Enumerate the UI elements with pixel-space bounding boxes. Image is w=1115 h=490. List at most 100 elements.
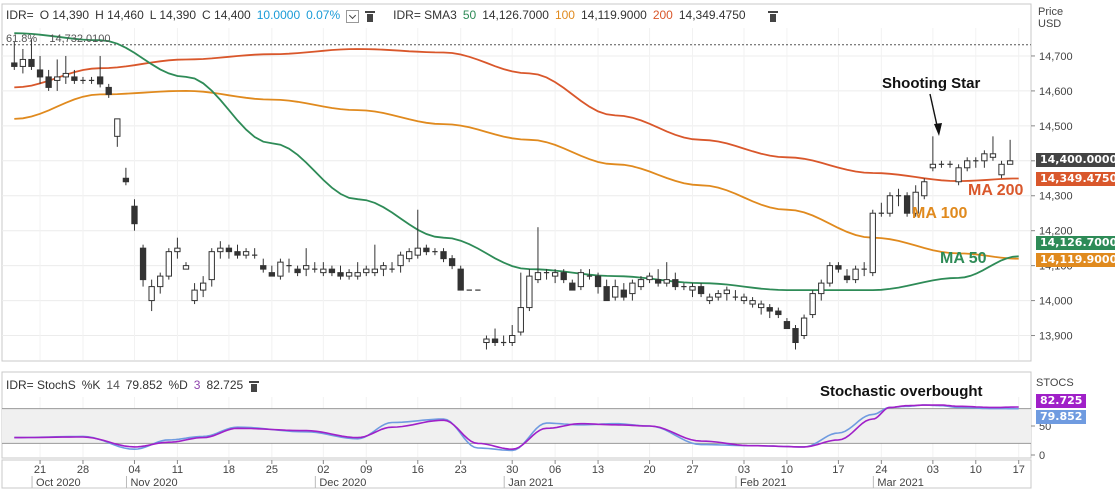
x-day-label: 27 xyxy=(686,464,698,476)
candle-body xyxy=(131,205,138,225)
stoch-k-value: 79.852 xyxy=(125,378,163,392)
stoch-tick-label: 50 xyxy=(1039,421,1051,433)
x-day-label: 23 xyxy=(455,464,467,476)
candle-body xyxy=(637,279,645,288)
candle-body xyxy=(448,258,456,267)
ma100-value: 14,119.9000 xyxy=(580,8,647,22)
candle-body xyxy=(921,181,928,197)
ma100-annotation: MA 100 xyxy=(912,205,968,222)
candle-body xyxy=(277,261,284,277)
candle-body xyxy=(234,251,241,256)
stoch-d-period: 3 xyxy=(193,378,201,392)
candle-body xyxy=(303,265,310,270)
candle-body xyxy=(792,328,799,344)
candle-body xyxy=(646,275,653,281)
candle-body xyxy=(36,69,44,78)
x-month-label: Nov 2020 xyxy=(130,477,177,489)
stoch-d-value: 82.725 xyxy=(206,378,244,392)
stoch-label: IDR= StochS xyxy=(6,378,76,392)
candle-body xyxy=(414,247,421,256)
x-month-label: Jan 2021 xyxy=(508,477,553,489)
candle-body xyxy=(775,310,782,316)
candle-body xyxy=(672,279,679,288)
candle-body xyxy=(363,268,370,274)
candle-body xyxy=(569,282,576,291)
candle-body xyxy=(139,247,147,281)
ma200-price-tag: 14,349.4750 xyxy=(1036,172,1115,186)
stoch-d-tag: 82.725 xyxy=(1036,394,1087,408)
candle-body xyxy=(740,296,748,302)
price-tick-label: 14,000 xyxy=(1039,296,1073,308)
candle-body xyxy=(654,279,662,284)
candle-body xyxy=(105,86,112,95)
x-month-label: Dec 2020 xyxy=(319,477,366,489)
candle-body xyxy=(260,265,267,270)
candle-body xyxy=(328,268,336,274)
candle-body xyxy=(612,286,619,298)
x-month-label: Mar 2021 xyxy=(877,477,923,489)
candle-body xyxy=(534,272,542,281)
candle-body xyxy=(483,338,490,344)
price-tick-label: 14,700 xyxy=(1039,51,1073,63)
candle-body xyxy=(517,307,524,333)
candle-body xyxy=(1006,160,1014,165)
ma50-value: 14,126.7000 xyxy=(482,8,549,22)
trash-icon[interactable] xyxy=(767,10,778,22)
candle-body xyxy=(903,195,911,214)
study-label: IDR= SMA3 xyxy=(393,8,457,22)
fib-level-label: 61.8% 14,732.0100 xyxy=(6,33,111,45)
candle-body xyxy=(509,335,516,344)
candle-body xyxy=(320,268,327,274)
header-open: O 14,390 xyxy=(39,8,90,22)
fib-percent: 61.8% xyxy=(6,33,38,45)
x-day-label: 13 xyxy=(592,464,604,476)
candle-body xyxy=(758,303,765,309)
candle-body xyxy=(689,286,696,291)
candle-body xyxy=(337,272,344,277)
candle-body xyxy=(225,247,233,253)
candle-body xyxy=(835,265,842,270)
ma50-label: 50 xyxy=(462,8,477,22)
x-day-label: 03 xyxy=(927,464,939,476)
candle-body xyxy=(869,212,876,274)
price-tick-label: 14,600 xyxy=(1039,86,1073,98)
trash-icon[interactable] xyxy=(365,10,376,22)
candle-body xyxy=(989,153,997,158)
candle-body xyxy=(208,251,215,281)
candle-body xyxy=(268,272,275,277)
candle-body xyxy=(964,160,971,169)
ma50-line xyxy=(14,32,1019,291)
price-tick-label: 14,200 xyxy=(1039,226,1073,238)
x-axis-frame xyxy=(1,459,1032,489)
header-change-pct: 0.07% xyxy=(306,8,341,22)
candle-body xyxy=(423,247,430,253)
candle-body xyxy=(354,272,361,277)
price-tick-label: 13,900 xyxy=(1039,331,1073,343)
x-day-label: 06 xyxy=(549,464,561,476)
x-month-label: Oct 2020 xyxy=(36,477,81,489)
candle-body xyxy=(843,275,851,281)
x-day-label: 02 xyxy=(317,464,329,476)
x-day-label: 16 xyxy=(412,464,424,476)
x-day-label: 21 xyxy=(34,464,46,476)
candle-body xyxy=(148,286,155,302)
main-header: IDR= O 14,390 H 14,460 L 14,390 C 14,400… xyxy=(6,8,778,23)
stoch-k-tag: 79.852 xyxy=(1036,410,1087,424)
candle-body xyxy=(122,177,130,183)
stoch-overbought-annotation: Stochastic overbought xyxy=(820,383,983,400)
candle-body xyxy=(406,251,413,260)
last-price-tag: 14,400.0000 xyxy=(1036,153,1115,167)
chevron-down-icon[interactable] xyxy=(346,9,360,23)
x-day-label: 18 xyxy=(223,464,235,476)
price-axis-unit: USD xyxy=(1038,18,1062,30)
ma200-annotation: MA 200 xyxy=(968,182,1024,199)
candle-body xyxy=(560,272,567,281)
price-axis-title: Price xyxy=(1038,6,1064,18)
trash-icon[interactable] xyxy=(249,380,260,392)
candle-body xyxy=(663,279,670,284)
candle-body xyxy=(71,76,78,81)
candle-body xyxy=(45,76,52,88)
candle-body xyxy=(749,300,756,305)
candle-body xyxy=(766,307,773,312)
candle-body xyxy=(440,251,447,260)
